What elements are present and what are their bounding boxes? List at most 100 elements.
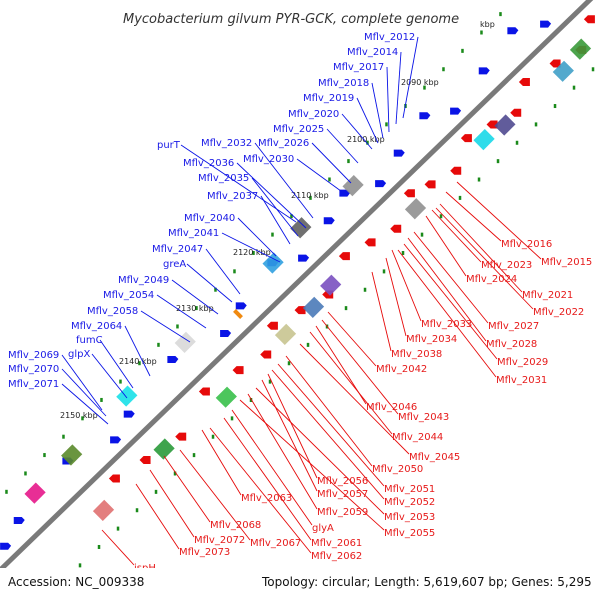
reverse-gene-labels: Mflv_2016 Mflv_2015 Mflv_2023 Mflv_2024 Mflv…	[134, 239, 592, 574]
forward-gene-label[interactable]: Mflv_2064	[71, 321, 122, 332]
forward-gene-arrow	[323, 217, 335, 225]
gc-mark	[442, 67, 445, 72]
forward-gene-label[interactable]: Mflv_2071	[8, 379, 59, 390]
callout-line	[236, 162, 307, 229]
reverse-gene-label[interactable]: Mflv_2024	[466, 274, 517, 285]
genome-backbone	[0, 0, 594, 574]
kbp-tick-label: 2130 kbp	[176, 304, 214, 313]
forward-gene-label[interactable]: Mflv_2019	[303, 93, 354, 104]
reverse-gene-label[interactable]: Mflv_2021	[522, 290, 573, 301]
reverse-gene-label[interactable]: Mflv_2038	[391, 349, 442, 360]
reverse-gene-label[interactable]: Mflv_2023	[481, 260, 532, 271]
reverse-gene-label[interactable]: Mflv_2050	[372, 464, 423, 475]
forward-gene-label[interactable]: Mflv_2047	[152, 244, 203, 255]
callout-line	[397, 249, 497, 378]
gc-mark	[97, 544, 101, 549]
kbp-tick-label: 2100 kbp	[347, 135, 385, 144]
reverse-gene-label[interactable]: Mflv_2067	[250, 538, 301, 549]
reverse-gene-label[interactable]: Mflv_2052	[384, 497, 435, 508]
callout-line	[91, 353, 128, 399]
kbp-tick-label: 2120 kbp	[233, 248, 271, 257]
reverse-gene-label[interactable]: glyA	[312, 523, 334, 534]
forward-gene-arrow	[0, 542, 12, 550]
reverse-gene-label[interactable]: Mflv_2063	[241, 493, 292, 504]
forward-gene-label[interactable]: Mflv_2058	[87, 306, 138, 317]
reverse-gene-label[interactable]: Mflv_2027	[488, 321, 539, 332]
reverse-gene-label[interactable]: Mflv_2061	[311, 538, 362, 549]
reverse-gene-label[interactable]: Mflv_2055	[384, 528, 435, 539]
feature-block	[92, 499, 115, 522]
forward-gene-label[interactable]: Mflv_2069	[8, 350, 59, 361]
reverse-gene-label[interactable]: Mflv_2072	[194, 535, 245, 546]
feature-block	[552, 60, 574, 82]
reverse-gene-label[interactable]: Mflv_2057	[317, 489, 368, 500]
forward-gene-label[interactable]: glpX	[68, 349, 90, 360]
callout-line	[391, 249, 422, 322]
forward-gene-arrow	[110, 436, 122, 444]
reverse-gene-label[interactable]: Mflv_2062	[311, 551, 362, 562]
forward-gene-label[interactable]: Mflv_2020	[288, 109, 339, 120]
reverse-gene-label[interactable]: Mflv_2059	[317, 507, 368, 518]
reverse-gene-label[interactable]: Mflv_2053	[384, 512, 435, 523]
forward-gene-label[interactable]: Mflv_2049	[118, 275, 169, 286]
forward-gene-label[interactable]: Mflv_2017	[333, 62, 384, 73]
reverse-gene-label[interactable]: Mflv_2042	[376, 364, 427, 375]
reverse-gene-label[interactable]: Mflv_2016	[501, 239, 552, 250]
forward-gene-label[interactable]: Mflv_2014	[347, 47, 398, 58]
reverse-gene-label[interactable]: Mflv_2056	[317, 476, 368, 487]
reverse-gene-label[interactable]: Mflv_2029	[497, 357, 548, 368]
reverse-gene-arrow	[260, 350, 272, 359]
callout-line	[247, 393, 318, 510]
reverse-gene-label[interactable]: Mflv_2022	[533, 307, 584, 318]
gc-mark	[309, 195, 312, 200]
gc-mark	[230, 416, 234, 421]
callout-line	[239, 399, 385, 531]
forward-gene-label[interactable]: Mflv_2035	[198, 173, 249, 184]
callout-line	[326, 128, 359, 164]
reverse-gene-arrow	[198, 387, 210, 396]
reverse-gene-label[interactable]: Mflv_2051	[384, 484, 435, 495]
callout-line	[327, 311, 377, 367]
reverse-gene-label[interactable]: Mflv_2028	[486, 339, 537, 350]
callout-line	[456, 181, 542, 260]
forward-gene-label[interactable]: Mflv_2070	[8, 364, 59, 375]
callout-line	[179, 449, 251, 541]
forward-callout-lines	[61, 36, 419, 425]
gc-mark	[268, 379, 272, 384]
forward-gene-label[interactable]: Mflv_2018	[318, 78, 369, 89]
forward-gene-label[interactable]: greA	[163, 259, 186, 270]
forward-gene-label[interactable]: fumC	[76, 335, 103, 346]
reverse-gene-label[interactable]: Mflv_2073	[179, 547, 230, 558]
forward-gene-label[interactable]: Mflv_2012	[364, 32, 415, 43]
reverse-gene-label[interactable]: Mflv_2044	[392, 432, 443, 443]
reverse-gene-label[interactable]: Mflv_2043	[398, 412, 449, 423]
callout-line	[124, 325, 151, 377]
forward-gene-label[interactable]: Mflv_2032	[201, 138, 252, 149]
reverse-gene-label[interactable]: Mflv_2045	[409, 452, 460, 463]
feature-block	[174, 331, 196, 353]
feature-block	[262, 252, 284, 274]
forward-gene-label[interactable]: Mflv_2041	[168, 228, 219, 239]
forward-gene-label[interactable]: Mflv_2026	[258, 138, 309, 149]
reverse-gene-label[interactable]: Mflv_2034	[406, 334, 457, 345]
gc-mark	[553, 104, 557, 109]
forward-gene-label[interactable]: Mflv_2037	[207, 191, 258, 202]
feature-block	[494, 114, 516, 136]
reverse-gene-label[interactable]: Mflv_2033	[421, 319, 472, 330]
forward-gene-label[interactable]: Mflv_2040	[184, 213, 235, 224]
forward-gene-label[interactable]: purT	[157, 140, 181, 151]
reverse-gene-label[interactable]: Mflv_2015	[541, 257, 592, 268]
feature-block	[320, 274, 342, 296]
gc-mark	[591, 67, 595, 72]
forward-gene-label[interactable]: Mflv_2030	[243, 154, 294, 165]
forward-gene-label[interactable]: Mflv_2036	[183, 158, 234, 169]
gc-mark	[423, 85, 426, 90]
forward-gene-label[interactable]: Mflv_2054	[103, 290, 154, 301]
reverse-gene-arrow	[583, 15, 595, 24]
summary-text: Topology: circular; Length: 5,619,607 bp…	[261, 575, 592, 589]
reverse-gene-label[interactable]: Mflv_2068	[210, 520, 261, 531]
callout-line	[255, 387, 385, 515]
reverse-gene-label[interactable]: Mflv_2031	[496, 375, 547, 386]
forward-gene-label[interactable]: Mflv_2025	[273, 124, 324, 135]
reverse-gene-label[interactable]: Mflv_2046	[366, 402, 417, 413]
